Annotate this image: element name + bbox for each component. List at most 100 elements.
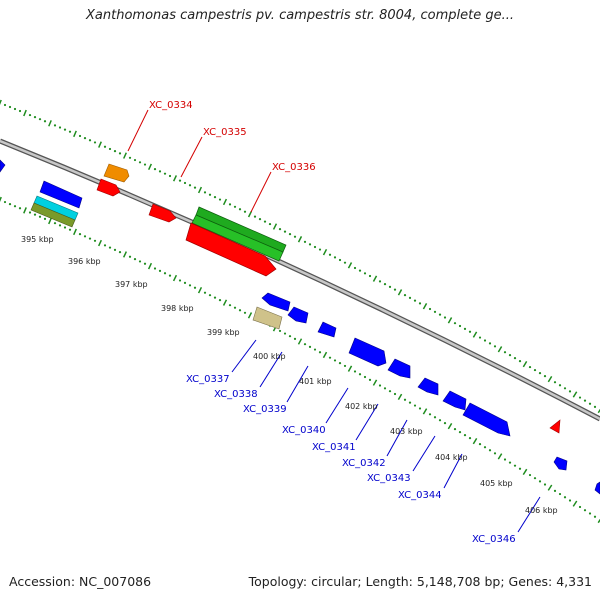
tick-major <box>597 408 600 414</box>
gene-feature-blue-406[interactable] <box>553 456 568 471</box>
gene-label-xc0336[interactable]: XC_0336 <box>272 162 316 173</box>
tick-major <box>222 299 228 306</box>
tick-dot <box>443 316 447 319</box>
tick-dot <box>153 167 157 171</box>
tick-dot <box>483 446 487 449</box>
tick-dot <box>353 266 357 270</box>
tick-dot <box>43 120 47 123</box>
tick-dot <box>238 208 242 211</box>
gene-label-xc0339[interactable]: XC_0339 <box>243 404 287 415</box>
gene-feature-blue-404a[interactable] <box>442 390 467 411</box>
tick-dot <box>68 228 72 231</box>
tick-major <box>0 196 2 202</box>
tick-dot <box>433 416 437 419</box>
gene-feature-blue-402b[interactable] <box>387 358 411 379</box>
gene-label-xc0337[interactable]: XC_0337 <box>186 374 230 385</box>
tick-dot <box>303 240 307 243</box>
gene-feature-blue-edge-left[interactable] <box>0 159 6 173</box>
tick-dot <box>188 284 192 287</box>
gene-feature-red-long[interactable] <box>185 222 277 277</box>
gene-label-xc0340[interactable]: XC_0340 <box>282 425 326 436</box>
gene-feature-blue-400a[interactable] <box>261 292 291 312</box>
tick-dot <box>18 109 22 113</box>
tick-major <box>48 120 52 127</box>
tick-dot <box>453 428 457 431</box>
tick-dot <box>478 336 482 339</box>
tick-dot <box>338 258 342 262</box>
tick-dot <box>308 345 312 348</box>
tick-dot <box>118 251 122 254</box>
tick-dot <box>63 226 67 229</box>
tick-dot <box>18 207 22 210</box>
tick-dot <box>158 269 162 272</box>
gene-label-xc0338[interactable]: XC_0338 <box>214 389 258 400</box>
tick-major <box>347 365 353 372</box>
tick-dot <box>443 422 447 425</box>
tick-dot <box>108 147 112 151</box>
tick-dot <box>178 279 182 282</box>
tick-dot <box>328 253 332 256</box>
tick-dot <box>243 311 247 314</box>
kbp-label: 399 kbp <box>207 328 240 337</box>
gene-feature-blue-403[interactable] <box>417 377 439 396</box>
gene-feature-khaki[interactable] <box>252 306 283 330</box>
tick-dot <box>378 384 382 387</box>
tick-dot <box>563 496 567 499</box>
tick-dot <box>203 191 207 194</box>
kbp-label: 405 kbp <box>480 479 513 488</box>
gene-label-xc0342[interactable]: XC_0342 <box>342 458 386 469</box>
tick-dot <box>88 139 92 142</box>
tick-dot <box>213 196 217 199</box>
gene-label-xc0343[interactable]: XC_0343 <box>367 473 411 484</box>
gene-feature-blue-404b[interactable] <box>462 402 511 437</box>
tick-major <box>98 141 102 148</box>
tick-dot <box>508 354 512 357</box>
tick-dot <box>103 244 107 247</box>
kbp-label: 397 kbp <box>115 280 148 289</box>
gene-feature-orange[interactable] <box>103 163 130 183</box>
tick-dot <box>363 375 367 379</box>
gene-label-xc0334[interactable]: XC_0334 <box>149 100 193 111</box>
tick-dot <box>13 107 17 111</box>
tick-dot <box>353 370 357 373</box>
tick-major <box>572 391 578 398</box>
tick-dot <box>518 467 522 470</box>
tick-dot <box>8 203 12 206</box>
gene-label-xc0344[interactable]: XC_0344 <box>398 490 442 501</box>
gene-label-xc0346[interactable]: XC_0346 <box>472 534 516 545</box>
gene-label-xc0341[interactable]: XC_0341 <box>312 442 356 453</box>
tick-major <box>397 289 403 296</box>
tick-dot <box>168 274 172 277</box>
tick-major <box>172 175 178 182</box>
tick-major <box>272 223 278 230</box>
tick-dot <box>463 327 467 330</box>
gene-feature-green-bottom[interactable] <box>191 214 284 262</box>
tick-dot <box>218 198 222 201</box>
gene-feature-red-small-1[interactable] <box>96 178 121 197</box>
tick-dot <box>53 124 57 127</box>
gene-feature-blue-400b[interactable] <box>287 306 309 324</box>
gene-feature-olive[interactable] <box>30 202 76 228</box>
tick-major <box>98 239 102 247</box>
tick-major <box>123 152 127 159</box>
gene-label-xc0335[interactable]: XC_0335 <box>203 127 247 138</box>
gene-feature-blue-401[interactable] <box>317 321 337 338</box>
tick-dot <box>503 458 507 461</box>
tick-dot <box>288 233 292 236</box>
tick-major <box>572 500 578 507</box>
gene-feature-blue-402a[interactable] <box>348 337 387 367</box>
tick-dot <box>458 324 462 328</box>
tick-dot <box>433 310 437 313</box>
gene-feature-red-small-2[interactable] <box>148 203 177 223</box>
tick-dot <box>533 368 537 372</box>
tick-major <box>73 228 77 236</box>
tick-dot <box>568 390 572 393</box>
gene-feature-blue-395a[interactable] <box>39 180 83 209</box>
gene-feature-blue-edge-right[interactable] <box>594 481 600 495</box>
tick-dot <box>358 269 362 272</box>
tick-dot <box>563 387 567 390</box>
gene-feature-red-tail[interactable] <box>549 419 561 434</box>
tick-dot <box>193 286 197 289</box>
tick-major <box>497 346 503 353</box>
